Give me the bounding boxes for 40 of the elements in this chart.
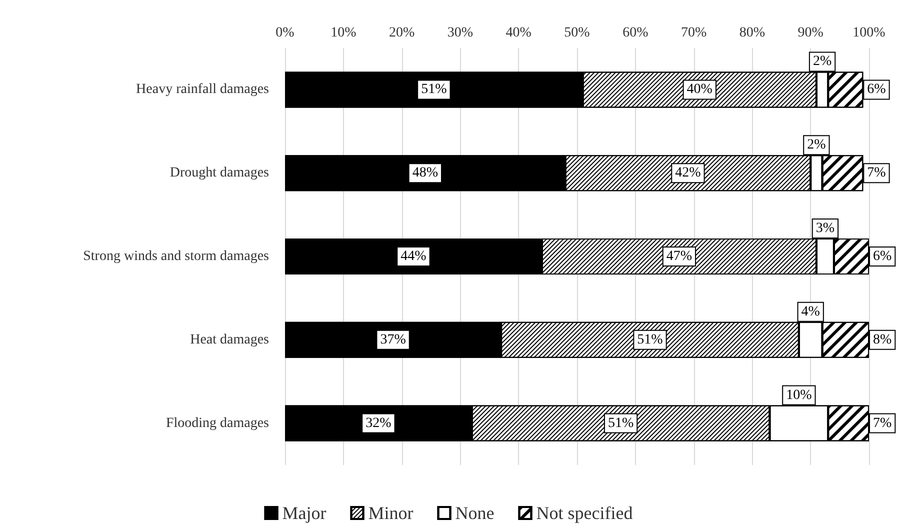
data-label: 51% — [421, 82, 448, 98]
data-label: 44% — [400, 249, 427, 264]
data-label: 2% — [807, 138, 826, 153]
y-tick-label: Flooding damages — [166, 416, 269, 431]
y-tick-label: Strong winds and storm damages — [83, 249, 269, 264]
data-label: 8% — [873, 332, 892, 348]
x-tick-label: 50% — [564, 26, 590, 40]
data-label: 37% — [380, 332, 406, 348]
x-tick-label: 20% — [388, 26, 415, 40]
data-label: 7% — [873, 416, 892, 431]
x-tick-label: 70% — [680, 26, 707, 40]
data-label: 51% — [637, 332, 664, 348]
data-label: 3% — [816, 221, 835, 236]
x-tick-label: 90% — [798, 26, 824, 40]
data-label: 40% — [686, 82, 713, 98]
legend-label: Minor — [368, 503, 414, 523]
data-label: 4% — [801, 304, 820, 320]
x-tick-label: 80% — [739, 26, 766, 40]
data-label: 7% — [867, 166, 886, 181]
legend-label: Major — [282, 503, 326, 523]
x-tick-label: 60% — [622, 26, 649, 40]
legend-label: None — [455, 503, 494, 523]
data-label: 48% — [412, 166, 438, 181]
data-label: 51% — [608, 416, 634, 431]
x-tick-label: 100% — [852, 26, 886, 40]
data-label: 42% — [675, 166, 702, 181]
data-label: 6% — [867, 82, 886, 98]
y-tick-label: Drought damages — [170, 166, 269, 181]
data-label: 10% — [786, 388, 812, 403]
y-tick-label: Heavy rainfall damages — [136, 82, 269, 98]
x-tick-label: 30% — [447, 26, 474, 40]
data-label: 6% — [873, 249, 892, 264]
data-label: 47% — [666, 249, 692, 264]
x-tick-label: 10% — [330, 26, 357, 40]
y-tick-label: Heat damages — [190, 332, 269, 348]
legend-label: Not specified — [536, 503, 633, 523]
data-label: 32% — [366, 416, 392, 431]
x-tick-label: 40% — [506, 26, 532, 40]
data-label: 2% — [812, 54, 832, 70]
x-tick-label: 0% — [276, 26, 295, 40]
